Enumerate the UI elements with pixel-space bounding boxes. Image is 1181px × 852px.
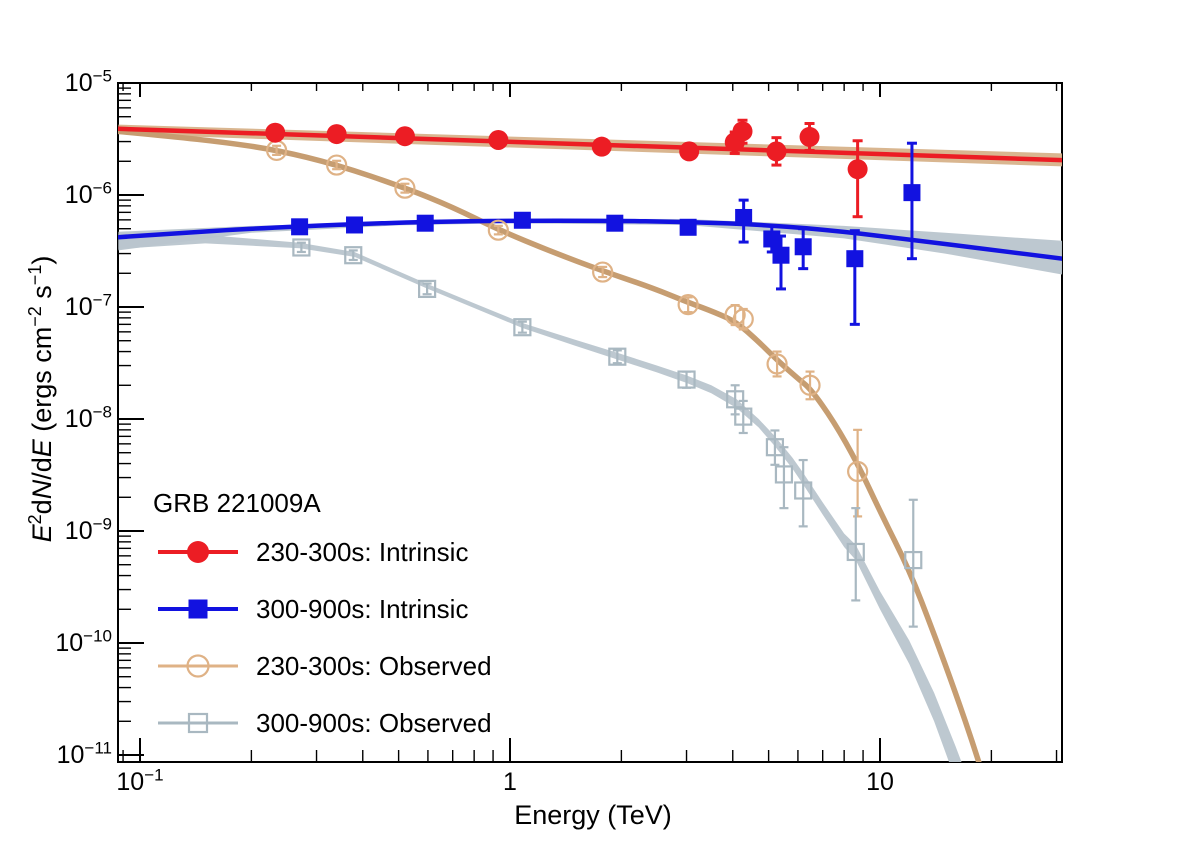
data-point-open-square (344, 246, 363, 265)
data-point-square (606, 214, 624, 232)
data-point-square (763, 230, 781, 248)
y-tick-label: 10−8 (64, 402, 112, 433)
data-point-circle (799, 126, 820, 147)
series-230-300s-observed (266, 139, 869, 518)
data-point-open-square (904, 550, 923, 570)
series-300-900s-observed (292, 238, 923, 628)
legend-markers (158, 541, 238, 734)
y-tick-label: 10−11 (56, 738, 112, 769)
data-point-open-square (774, 465, 794, 484)
data-point-open-square (677, 370, 696, 389)
intrinsic-300-900s-uncertainty-band (118, 218, 1062, 275)
data-point-open-circle (847, 460, 869, 483)
y-axis-title: E2dN/dE (ergs cm−2 s−1) (25, 255, 57, 543)
data-point-open-square (726, 390, 745, 409)
legend-label-300-900s-intrinsic: 300-900s: Intrinsic (256, 594, 469, 624)
x-tick-label: 10−1 (116, 765, 164, 796)
data-point-square (903, 184, 921, 202)
data-point-circle (394, 126, 415, 147)
y-tick-label: 10−7 (64, 290, 112, 321)
x-tick-label: 1 (503, 768, 517, 796)
data-point-open-square (608, 347, 627, 366)
data-point-open-circle (766, 353, 788, 375)
data-point-square (772, 246, 790, 264)
legend-title: GRB 221009A (153, 488, 321, 518)
data-layer (118, 118, 1062, 762)
data-point-circle (847, 159, 868, 180)
intrinsic-230-300s-fit (118, 126, 1062, 163)
data-point-open-circle (394, 177, 416, 199)
data-point-square (735, 208, 753, 226)
data-point-open-circle (677, 294, 699, 316)
data-point-square (291, 218, 309, 236)
data-point-open-square (765, 438, 785, 457)
data-point-open-square (846, 542, 865, 562)
data-point-square (513, 211, 531, 229)
y-tick-label: 10−9 (64, 514, 112, 545)
y-tick-label: 10−5 (64, 66, 112, 97)
legend-filled-circle-icon (187, 541, 209, 563)
data-point-circle (591, 136, 612, 157)
data-point-open-square (418, 279, 437, 299)
data-point-open-square (513, 318, 532, 337)
data-point-circle (488, 129, 509, 150)
data-point-square (846, 250, 864, 268)
axes-group (117, 82, 1063, 763)
legend-label-230-300s-intrinsic: 230-300s: Intrinsic (256, 537, 469, 567)
data-point-circle (679, 141, 700, 162)
series-300-900s-intrinsic (291, 141, 921, 326)
data-point-open-circle (487, 219, 509, 241)
data-point-open-square (734, 407, 753, 426)
series-230-300s-intrinsic (265, 118, 868, 219)
legend-filled-square-icon (188, 599, 208, 619)
x-tick-label: 10 (866, 768, 894, 796)
plot-frame (117, 82, 1063, 763)
intrinsic-300-900s-fit (118, 218, 1062, 261)
data-point-square (794, 238, 812, 256)
y-tick-label: 10−10 (55, 626, 112, 657)
data-point-open-circle (799, 374, 821, 396)
data-point-open-square (794, 481, 813, 500)
observed-300-900s-model-band (118, 233, 962, 762)
data-point-circle (326, 124, 347, 145)
data-point-circle (265, 122, 286, 143)
data-point-circle (766, 141, 787, 162)
data-point-circle (732, 121, 753, 142)
data-point-open-circle (592, 261, 614, 283)
data-point-open-square (292, 238, 311, 257)
x-axis-title: Energy (TeV) (514, 800, 672, 830)
data-point-square (416, 214, 434, 232)
data-point-open-circle (732, 308, 754, 330)
legend-open-circle-icon (186, 654, 210, 678)
data-point-open-circle (326, 154, 348, 176)
legend-open-square-icon (187, 712, 209, 734)
legend-label-230-300s-observed: 230-300s: Observed (256, 651, 492, 681)
data-point-square (346, 216, 364, 234)
y-tick-label: 10−6 (64, 178, 112, 209)
data-point-square (679, 218, 697, 236)
legend-label-300-900s-observed: 300-900s: Observed (256, 708, 492, 738)
